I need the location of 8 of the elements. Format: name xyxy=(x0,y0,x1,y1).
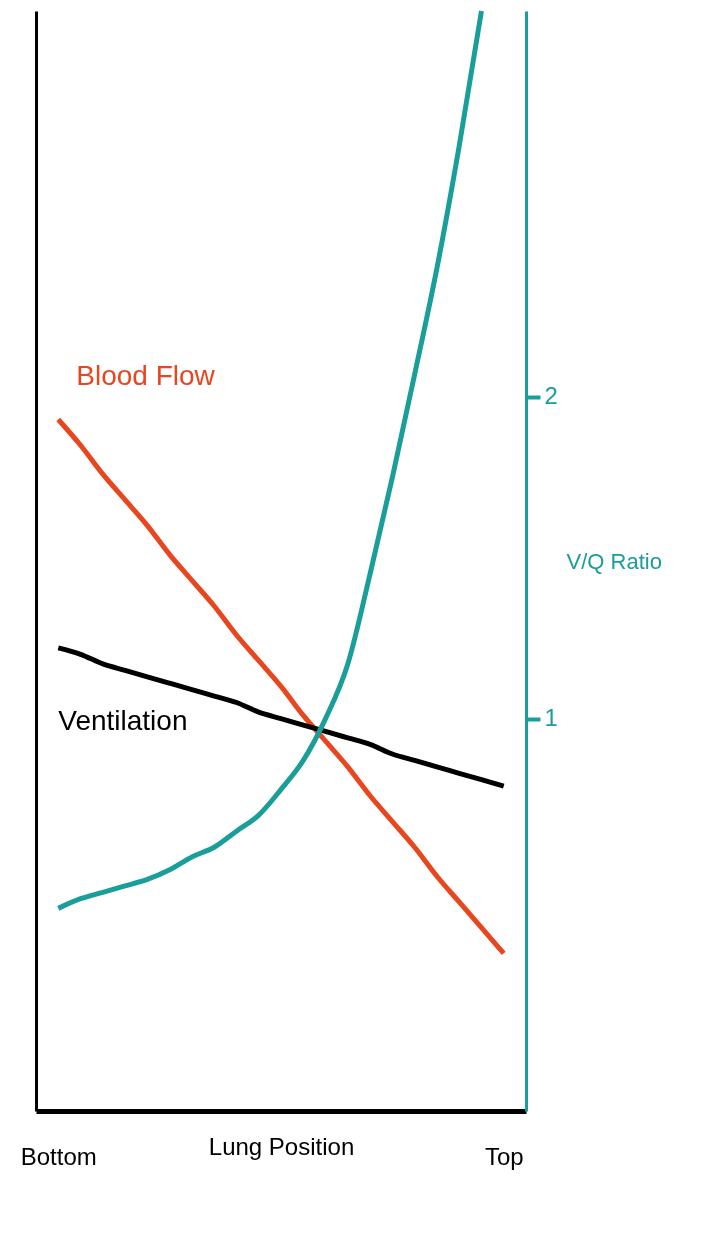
x-tick-label: Bottom xyxy=(20,1142,97,1170)
y2-tick-label: 2 xyxy=(544,382,558,410)
x-axis-title: Lung Position xyxy=(208,1132,355,1160)
x-tick-label: Top xyxy=(484,1142,524,1170)
series-label: Ventilation xyxy=(58,704,188,736)
y2-tick-label: 1 xyxy=(544,704,558,732)
series-label: Blood Flow xyxy=(76,360,216,392)
y2-axis-title: V/Q Ratio xyxy=(566,548,662,574)
